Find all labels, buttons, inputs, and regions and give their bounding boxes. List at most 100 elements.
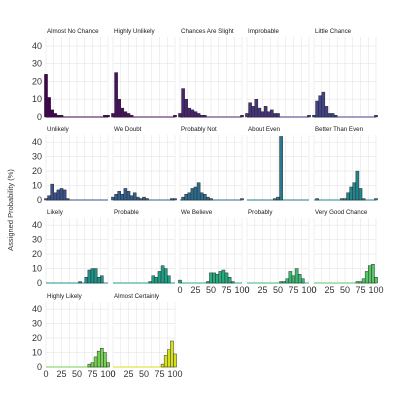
bar	[209, 272, 213, 284]
bar	[371, 263, 375, 284]
facet-almost-no-chance: Almost No Chance 0 10 20 30 40	[32, 28, 110, 122]
bar	[47, 97, 51, 118]
bar	[56, 114, 61, 118]
bar	[96, 350, 101, 368]
facet-about-even: About Even	[246, 126, 310, 201]
y-tick-label: 40	[32, 137, 42, 147]
bar	[212, 272, 216, 284]
x-tick-label: 100	[368, 285, 383, 295]
bar	[206, 196, 210, 201]
bar	[167, 349, 171, 368]
facet-title: Little Chance	[315, 28, 352, 35]
y-tick-label: 10	[32, 264, 42, 274]
bar	[50, 183, 54, 201]
y-tick-label: 0	[37, 195, 42, 205]
bar	[279, 281, 283, 284]
facet-title: Better Than Even	[315, 126, 364, 133]
bar	[318, 95, 322, 118]
x-tick-label: 50	[340, 285, 350, 295]
facet-chances-are-slight: Chances Are Slight	[178, 28, 244, 118]
bar	[324, 106, 329, 118]
bar	[358, 281, 363, 284]
facet-we-doubt: We Doubt	[111, 126, 177, 201]
bar	[139, 198, 143, 201]
bar	[84, 276, 89, 284]
bar	[120, 107, 125, 118]
bar	[355, 281, 360, 284]
bar	[257, 107, 262, 118]
bar	[291, 275, 296, 284]
bar	[315, 198, 319, 201]
y-tick-label: 0	[37, 362, 42, 372]
x-tick-label: 50	[206, 285, 216, 295]
facet-unlikely: Unlikely 0 10 20 30 40	[32, 126, 109, 205]
x-tick-label: 0	[110, 369, 115, 379]
x-tick-label: 25	[190, 285, 200, 295]
bar	[163, 355, 168, 368]
bar	[187, 107, 192, 118]
bar	[307, 114, 311, 118]
x-tick-label: 50	[139, 369, 149, 379]
bar	[196, 182, 201, 201]
x-tick-label: 75	[288, 285, 298, 295]
bar	[114, 72, 118, 118]
y-tick-label: 40	[32, 304, 42, 314]
facet-title: Likely	[47, 209, 64, 216]
bar	[282, 281, 286, 284]
bar	[90, 268, 95, 284]
bar	[273, 198, 277, 201]
bar	[106, 362, 110, 368]
bar	[374, 276, 378, 284]
bar	[136, 196, 140, 201]
bar	[132, 192, 137, 201]
bar	[276, 113, 280, 118]
facet-very-good-chance: Very Good Chance 0 25 50 75 100	[311, 209, 383, 295]
bar	[160, 265, 165, 284]
bar	[59, 114, 64, 118]
bar	[126, 191, 131, 201]
y-tick-label: 20	[32, 76, 42, 86]
bar	[93, 268, 98, 284]
bar	[117, 98, 121, 118]
bar	[173, 198, 177, 201]
facet-title: We Believe	[181, 209, 213, 216]
x-tick-label: 100	[167, 369, 182, 379]
bar	[361, 198, 366, 201]
bar	[330, 113, 335, 118]
facet-title: Probably	[248, 209, 273, 216]
bar	[151, 275, 156, 284]
bar	[203, 114, 207, 118]
bar	[333, 114, 338, 118]
bar	[50, 109, 54, 118]
bar	[178, 113, 182, 118]
bar	[142, 196, 146, 201]
bar	[221, 269, 226, 284]
bar	[59, 188, 64, 201]
bar	[215, 274, 219, 284]
bar	[56, 189, 61, 201]
facet-title: Very Good Chance	[315, 209, 368, 216]
bar	[111, 113, 115, 118]
facet-title: Almost No Chance	[47, 28, 99, 35]
facet-panels: Almost No Chance 0 10 20 30 40 Highly Unlikely…	[32, 28, 384, 379]
bar	[53, 113, 58, 118]
y-tick-label: 20	[32, 249, 42, 259]
bar	[361, 278, 366, 284]
bar	[368, 265, 372, 284]
x-tick-label: 0	[311, 285, 316, 295]
y-tick-label: 10	[32, 181, 42, 191]
facet-title: We Doubt	[114, 126, 142, 133]
bar	[297, 274, 302, 284]
bar	[123, 111, 128, 118]
bar	[248, 102, 252, 118]
bar	[288, 271, 293, 284]
bar	[203, 193, 207, 201]
bar	[209, 198, 213, 201]
bar	[263, 106, 268, 118]
facet-title: Highly Likely	[47, 293, 83, 300]
x-tick-label: 50	[273, 285, 283, 295]
y-tick-label: 10	[32, 94, 42, 104]
bar	[53, 192, 58, 201]
bar	[206, 281, 210, 284]
bar	[163, 268, 168, 284]
